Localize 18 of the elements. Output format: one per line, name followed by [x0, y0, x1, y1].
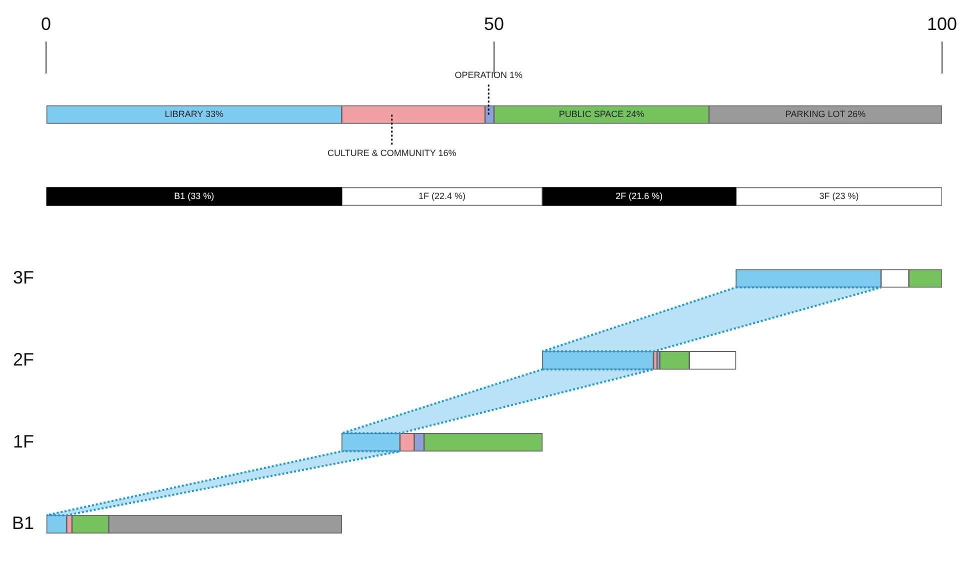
data-label: PUBLIC SPACE 24% — [558, 109, 644, 120]
y-tick-label: 1F — [13, 431, 34, 452]
y-tick-label: 2F — [13, 349, 34, 370]
bar — [46, 187, 342, 206]
data-label: OPERATION 1% — [454, 70, 523, 80]
data-label: 3F (23 %) — [819, 190, 859, 201]
data-label: LIBRARY 33% — [164, 109, 224, 120]
y-tick-label: B1 — [12, 513, 34, 534]
data-label: 2F (21.6 %) — [616, 190, 663, 201]
data-label: 1F (22.4 %) — [418, 190, 466, 201]
y-tick-label: 3F — [13, 267, 34, 288]
data-label: CULTURE & COMMUNITY 16% — [328, 148, 456, 158]
x-tick-label: 0 — [41, 14, 52, 34]
data-label: B1 (33 %) — [174, 190, 214, 201]
data-label: PARKING LOT 26% — [785, 109, 866, 120]
x-tick-label: 100 — [926, 14, 958, 34]
bar — [542, 187, 736, 206]
x-tick-label: 50 — [484, 14, 504, 34]
